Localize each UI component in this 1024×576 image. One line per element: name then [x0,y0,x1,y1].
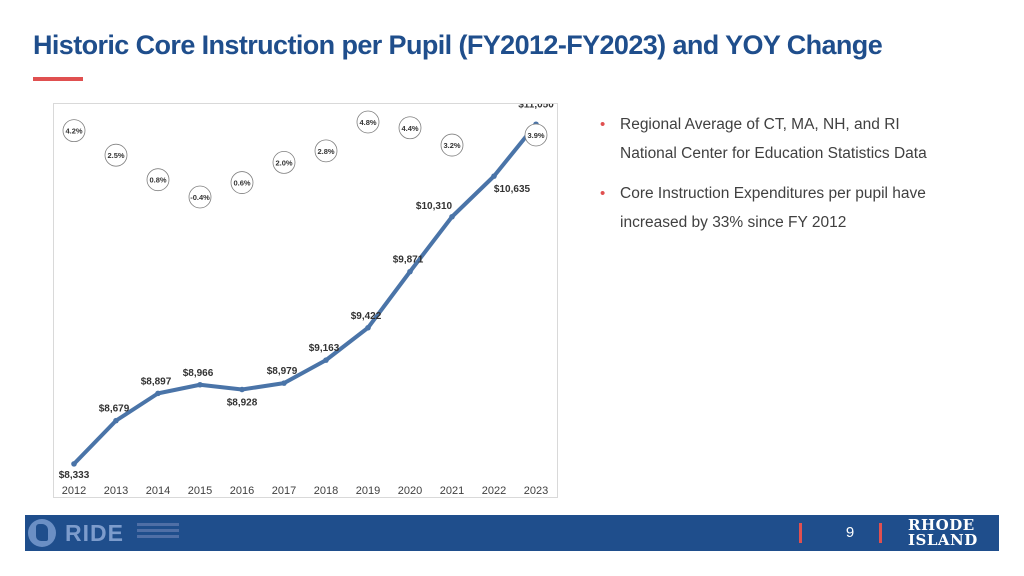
x-tick-label: 2022 [482,485,506,497]
data-label: $11,050 [518,104,554,110]
yoy-bubble [398,116,422,140]
data-point [491,173,497,179]
data-point [113,417,119,424]
data-label: $8,979 [267,366,298,377]
ri-map-icon [28,519,56,547]
data-point [407,268,413,275]
footer-bar: RIDE 9 RHODE ISLAND [25,515,999,551]
data-label: $9,422 [351,311,382,322]
x-tick-label: 2014 [146,485,170,497]
series-line [72,122,538,466]
page-title: Historic Core Instruction per Pupil (FY2… [33,30,883,60]
data-label: $9,871 [393,255,424,266]
yoy-bubble [440,133,464,157]
ri-logo-line1: RHODE [908,516,975,534]
yoy-bubble [524,123,548,147]
title-underline [33,77,83,81]
yoy-bubble [314,139,338,163]
page-number: 9 [845,524,855,541]
yoy-label: 0.8% [149,176,166,185]
bullet-item: • Regional Average of CT, MA, NH, and RI… [598,110,938,168]
data-point [71,461,77,467]
x-tick-label: 2015 [188,485,212,497]
x-tick-label: 2016 [230,485,254,497]
yoy-label: 4.2% [65,127,82,136]
chart-container: 2012 2013 2014 2015 2016 2017 2018 2019 2020 2021… [53,103,558,498]
data-point [239,386,245,393]
yoy-label: 4.4% [401,124,418,133]
bullet-item: • Core Instruction Expenditures per pupi… [598,179,938,237]
data-point [323,357,329,363]
yoy-label: 3.2% [443,141,460,150]
yoy-label: 2.8% [317,147,334,156]
yoy-bubble [188,185,212,209]
bullet-list: • Regional Average of CT, MA, NH, and RI… [598,110,938,248]
yoy-bubble [230,171,254,194]
x-tick-label: 2017 [272,485,296,497]
data-point [197,381,203,388]
data-point [281,380,287,386]
x-tick-label: 2018 [314,485,338,497]
x-tick-label: 2023 [524,485,548,497]
data-label: $8,897 [141,376,172,387]
data-label: $8,333 [59,470,90,481]
ride-logo: RIDE [25,515,185,551]
data-label: $9,163 [309,343,340,354]
yoy-line-chart: 2012 2013 2014 2015 2016 2017 2018 2019 2020 2021… [59,104,555,497]
data-point [365,324,371,331]
x-tick-label: 2012 [62,485,86,497]
footer-divider [879,523,882,543]
yoy-bubble [272,150,296,174]
yoy-label: 3.9% [527,131,544,140]
data-label: $10,310 [416,201,453,212]
bullet-text: Regional Average of CT, MA, NH, and RI N… [620,116,927,162]
rhode-island-logo: RHODE ISLAND [908,518,978,548]
x-tick-label: 2021 [440,485,464,497]
yoy-label: 0.6% [233,179,250,188]
yoy-label: 2.5% [107,151,124,160]
footer-divider [799,523,802,543]
data-label: $8,928 [227,398,258,409]
yoy-bubble [356,110,380,134]
data-label: $8,966 [183,368,214,379]
yoy-bubble [104,143,128,167]
yoy-label: 4.8% [359,118,376,127]
ride-logo-subtext [137,523,179,543]
yoy-label: -0.4% [190,193,210,202]
bullet-text: Core Instruction Expenditures per pupil … [620,185,926,231]
ride-logo-text: RIDE [65,520,124,546]
data-point [449,213,455,220]
data-point [155,390,161,397]
yoy-label: 2.0% [275,158,292,167]
bullet-dot-icon: • [600,185,606,202]
yoy-bubble [146,168,170,192]
x-tick-label: 2019 [356,485,380,497]
bullet-dot-icon: • [600,116,606,133]
yoy-bubble [62,119,86,143]
data-label: $10,635 [494,184,531,195]
data-label: $8,679 [99,404,130,415]
x-tick-label: 2020 [398,485,422,497]
ri-logo-line2: ISLAND [908,531,978,549]
x-tick-label: 2013 [104,485,128,497]
